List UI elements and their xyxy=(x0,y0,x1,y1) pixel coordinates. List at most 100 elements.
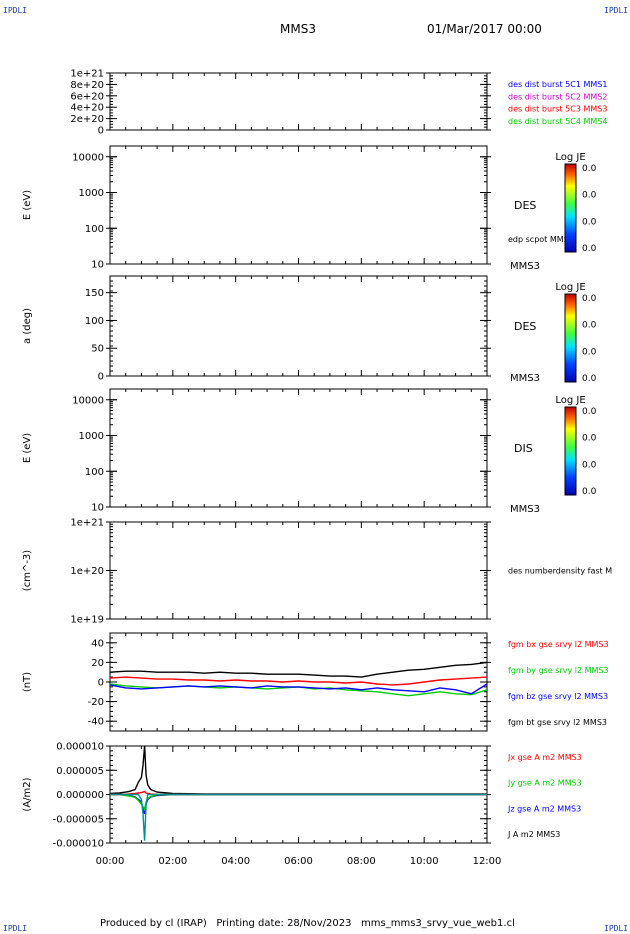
footer-credit: Produced by cl (IRAP) Printing date: 28/… xyxy=(100,918,515,929)
corner-label-bottom-left: IPDLI xyxy=(3,924,28,933)
colorbar xyxy=(564,406,577,496)
series-line xyxy=(110,793,487,815)
time-tick-label: 10:00 xyxy=(410,856,439,867)
colorbar-tick-label: 0.0 xyxy=(582,347,597,357)
y-tick-label: 0.000010 xyxy=(56,742,104,753)
colorbar-title: Log JE xyxy=(555,395,585,406)
panel-frame xyxy=(109,521,488,620)
y-tick-label: -0.000010 xyxy=(53,839,104,850)
panel-frame xyxy=(109,275,488,377)
legend-entry: Jx gse A m2 MMS3 xyxy=(507,753,582,762)
y-tick-label: 0 xyxy=(98,126,104,137)
y-tick-label: 0.000005 xyxy=(56,766,104,777)
overlay-label: edp scpot MMS3 xyxy=(508,235,574,244)
corner-label-top-left: IPDLI xyxy=(3,6,28,15)
colorbar-tick-label: 0.0 xyxy=(582,487,597,497)
colorbar-tick-label: 0.0 xyxy=(582,164,597,174)
spacecraft-label: MMS3 xyxy=(510,261,540,272)
y-tick-label: 10000 xyxy=(72,395,104,406)
y-tick-label: 1e+21 xyxy=(70,69,104,80)
spacecraft-label: MMS3 xyxy=(510,373,540,384)
y-tick-label: 6e+20 xyxy=(70,91,104,102)
colorbar-title: Log JE xyxy=(555,152,585,163)
series-line xyxy=(110,676,487,686)
y-tick-label: 0.000000 xyxy=(56,790,104,801)
y-tick-label: 1e+20 xyxy=(70,566,104,577)
colorbar xyxy=(564,163,577,253)
y-tick-label: -40 xyxy=(88,717,104,728)
colorbar-tick-label: 0.0 xyxy=(582,407,597,417)
colorbar-tick-label: 0.0 xyxy=(582,321,597,331)
y-tick-label: 10 xyxy=(91,503,104,514)
y-tick-label: 1e+19 xyxy=(70,615,104,626)
y-axis-label: (nT) xyxy=(22,672,33,692)
series-line xyxy=(110,746,487,795)
colorbar-tick-label: 0.0 xyxy=(582,244,597,254)
time-tick-label: 06:00 xyxy=(284,856,313,867)
time-tick-label: 00:00 xyxy=(96,856,125,867)
series-line xyxy=(110,793,487,841)
y-tick-label: 50 xyxy=(91,344,104,355)
y-axis-label: (A/m2) xyxy=(22,777,33,811)
legend-entry: Jy gse A m2 MMS3 xyxy=(507,779,582,788)
series-line xyxy=(110,661,487,678)
y-tick-label: 1000 xyxy=(79,188,104,199)
time-tick-label: 02:00 xyxy=(158,856,187,867)
y-tick-label: 4e+20 xyxy=(70,103,104,114)
legend-entry: fgm by gse srvy l2 MMS3 xyxy=(508,666,609,675)
panel-frame xyxy=(109,632,488,732)
y-tick-label: -0.000005 xyxy=(53,814,104,825)
series-line xyxy=(110,683,487,695)
y-axis-label: E (eV) xyxy=(22,433,33,463)
y-tick-label: 1000 xyxy=(79,431,104,442)
y-tick-label: 2e+20 xyxy=(70,114,104,125)
legend-entry: des dist burst 5C2 MMS2 xyxy=(508,92,607,101)
y-tick-label: 100 xyxy=(85,316,104,327)
colorbar-title: Log JE xyxy=(555,282,585,293)
legend-entry: fgm bx gse srvy l2 MMS3 xyxy=(508,640,609,649)
time-tick-label: 12:00 xyxy=(473,856,502,867)
spacecraft-label: MMS3 xyxy=(510,504,540,515)
y-tick-label: -20 xyxy=(88,697,104,708)
time-tick-label: 08:00 xyxy=(347,856,376,867)
time-tick-label: 04:00 xyxy=(221,856,250,867)
colorbar-tick-label: 0.0 xyxy=(582,191,597,201)
legend-entry: J A m2 MMS3 xyxy=(507,830,560,839)
y-tick-label: 8e+20 xyxy=(70,80,104,91)
y-tick-label: 10000 xyxy=(72,152,104,163)
legend-entry: des dist burst 5C4 MMS4 xyxy=(508,117,607,126)
legend-entry: des dist burst 5C3 MMS3 xyxy=(508,105,607,114)
y-tick-label: 20 xyxy=(91,658,104,669)
y-axis-label: a (deg) xyxy=(22,308,33,344)
y-tick-label: 100 xyxy=(85,224,104,235)
y-tick-label: 100 xyxy=(85,467,104,478)
y-tick-label: 1e+21 xyxy=(70,518,104,529)
legend-entry: des dist burst 5C1 MMS1 xyxy=(508,80,607,89)
corner-label-top-right: IPDLI xyxy=(604,6,629,15)
colorbar-tick-label: 0.0 xyxy=(582,434,597,444)
colorbar-tick-label: 0.0 xyxy=(582,217,597,227)
series-line xyxy=(110,793,487,811)
datetime-title: 01/Mar/2017 00:00 xyxy=(427,22,542,36)
panel-frame xyxy=(109,72,488,131)
y-axis-label: (cm^-3) xyxy=(22,550,33,591)
y-tick-label: 0 xyxy=(98,372,104,383)
colorbar-tick-label: 0.0 xyxy=(582,374,597,384)
panel-frame xyxy=(109,145,488,265)
spacecraft-title: MMS3 xyxy=(280,22,316,36)
species-label: DES xyxy=(514,199,536,212)
legend-entry: Jz gse A m2 MMS3 xyxy=(507,804,581,813)
y-tick-label: 40 xyxy=(91,638,104,649)
y-tick-label: 10 xyxy=(91,260,104,271)
species-label: DIS xyxy=(514,442,533,455)
legend-entry: des numberdensity fast M xyxy=(508,567,612,576)
corner-label-bottom-right: IPDLI xyxy=(604,924,629,933)
colorbar-tick-label: 0.0 xyxy=(582,460,597,470)
species-label: DES xyxy=(514,320,536,333)
y-axis-label: E (eV) xyxy=(22,190,33,220)
legend-entry: fgm bt gse srvy l2 MMS3 xyxy=(508,718,607,727)
colorbar-tick-label: 0.0 xyxy=(582,294,597,304)
legend-entry: fgm bz gse srvy l2 MMS3 xyxy=(508,692,608,701)
y-tick-label: 0 xyxy=(98,678,104,689)
